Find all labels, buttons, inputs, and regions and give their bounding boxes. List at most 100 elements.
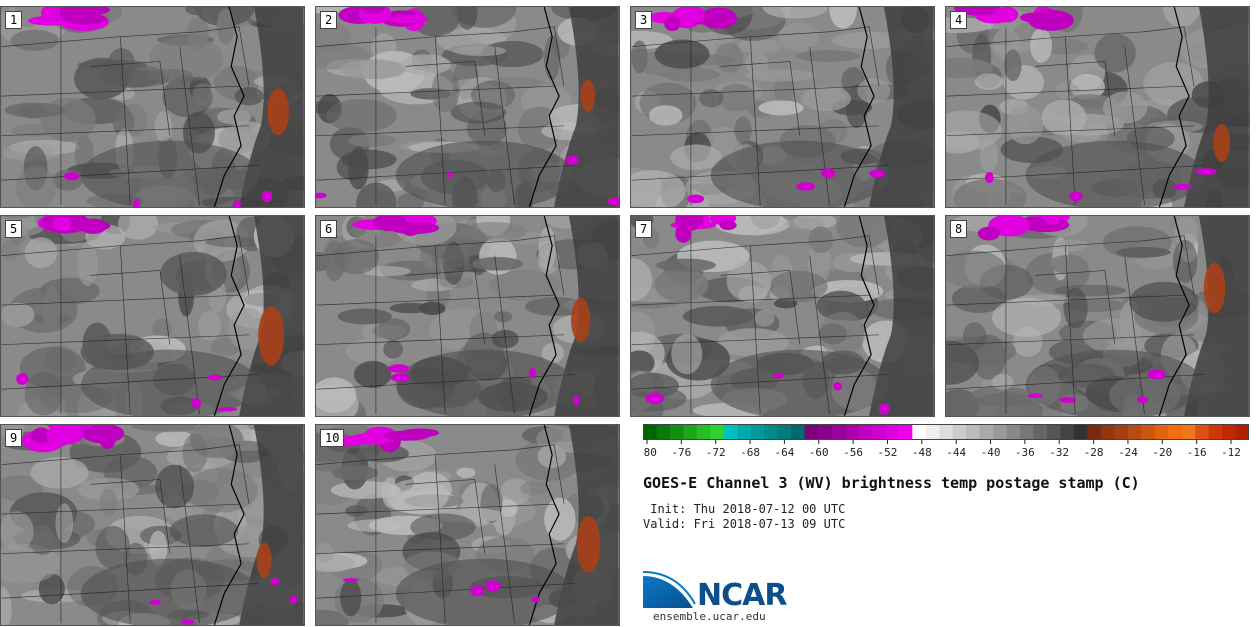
colorbar-segment — [737, 424, 752, 440]
colorbar-segment — [1047, 424, 1061, 440]
colorbar-segment — [777, 424, 792, 440]
colorbar-segment — [710, 424, 725, 440]
colorbar-segment — [858, 424, 873, 440]
satellite-map — [316, 216, 619, 416]
colorbar-segment — [979, 424, 994, 440]
colorbar-tick-label: -28 — [1084, 446, 1104, 459]
colorbar-segment — [885, 424, 900, 440]
colorbar-tick-label: -12 — [1221, 446, 1241, 459]
postage-stamp-panel: 4 — [945, 6, 1250, 208]
colorbar-segment — [764, 424, 779, 440]
colorbar-segment — [898, 424, 913, 440]
colorbar: -80 -76 -72 -68 -64 -60 -56 -52 -48 -44 -40 -36 -32 -… — [643, 424, 1249, 459]
init-time: Init: Thu 2018-07-12 00 UTC — [643, 502, 846, 516]
colorbar-tick-label: -36 — [1015, 446, 1035, 459]
colorbar-segment — [1222, 424, 1237, 440]
colorbar-segment — [669, 424, 684, 440]
colorbar-segment — [1100, 424, 1115, 440]
colorbar-tick-label: -60 — [809, 446, 829, 459]
colorbar-segment — [1181, 424, 1196, 440]
satellite-map — [316, 7, 619, 207]
colorbar-segment — [1208, 424, 1223, 440]
colorbar-segment — [656, 424, 671, 440]
colorbar-tick-label: -80 — [643, 446, 657, 459]
panel-number: 1 — [5, 11, 23, 29]
logo-name: NCAR — [697, 578, 787, 613]
colorbar-segment — [1073, 424, 1088, 440]
colorbar-segment — [1195, 424, 1210, 440]
colorbar-segment — [804, 424, 819, 440]
postage-stamp-panel: 7 — [630, 215, 935, 417]
satellite-map — [946, 7, 1249, 207]
colorbar-segment — [683, 424, 698, 440]
colorbar-segment — [952, 424, 967, 440]
ncar-logo-icon — [643, 571, 696, 608]
satellite-map — [946, 216, 1249, 416]
panel-number: 8 — [950, 220, 968, 238]
colorbar-tick-label: -64 — [774, 446, 794, 459]
colorbar-segment — [831, 424, 846, 440]
satellite-map — [1, 7, 304, 207]
satellite-map — [631, 7, 934, 207]
colorbar-segment — [750, 424, 765, 440]
colorbar-segment — [1154, 424, 1169, 440]
postage-stamp-panel: 9 — [0, 424, 305, 626]
colorbar-segment — [1020, 424, 1035, 440]
postage-stamp-panel: 10 — [315, 424, 620, 626]
panel-number: 2 — [320, 11, 338, 29]
colorbar-segment — [1168, 424, 1183, 440]
colorbar-segment — [1235, 424, 1249, 440]
postage-stamp-panel: 6 — [315, 215, 620, 417]
colorbar-segment — [1033, 424, 1048, 440]
colorbar-tick-label: -72 — [706, 446, 726, 459]
panel-number: 9 — [5, 429, 23, 447]
colorbar-tick-label: -52 — [878, 446, 898, 459]
satellite-map — [1, 216, 304, 416]
postage-stamp-panel: 2 — [315, 6, 620, 208]
colorbar-segment — [939, 424, 954, 440]
colorbar-segment — [966, 424, 981, 440]
colorbar-segment — [1114, 424, 1129, 440]
colorbar-tick-label: -24 — [1118, 446, 1138, 459]
postage-stamp-panel: 8 — [945, 215, 1250, 417]
satellite-map — [1, 425, 304, 625]
panel-number: 10 — [320, 429, 345, 447]
colorbar-tick-label: -40 — [981, 446, 1001, 459]
satellite-map — [316, 425, 619, 625]
colorbar-tick-label: -68 — [740, 446, 760, 459]
logo-url: ensemble.ucar.edu — [653, 610, 766, 623]
panel-number: 4 — [950, 11, 968, 29]
panel-number: 7 — [635, 220, 653, 238]
postage-stamp-panel: 5 — [0, 215, 305, 417]
panel-number: 3 — [635, 11, 653, 29]
panel-number: 5 — [5, 220, 23, 238]
colorbar-segment — [1087, 424, 1102, 440]
colorbar-tick-label: -44 — [946, 446, 966, 459]
colorbar-segment — [912, 424, 927, 440]
colorbar-segment — [845, 424, 859, 440]
colorbar-segment — [791, 424, 806, 440]
colorbar-tick-label: -76 — [671, 446, 691, 459]
colorbar-segment — [1141, 424, 1156, 440]
postage-stamp-panel: 3 — [630, 6, 935, 208]
colorbar-tick-label: -16 — [1187, 446, 1207, 459]
colorbar-segment — [925, 424, 940, 440]
colorbar-segment — [1060, 424, 1075, 440]
colorbar-segment — [818, 424, 833, 440]
colorbar-segment — [1006, 424, 1021, 440]
colorbar-tick-label: -48 — [912, 446, 932, 459]
colorbar-tick-label: -20 — [1152, 446, 1172, 459]
colorbar-segment — [993, 424, 1008, 440]
colorbar-segment — [696, 424, 711, 440]
chart-title: GOES-E Channel 3 (WV) brightness temp po… — [643, 474, 1140, 492]
valid-time: Valid: Fri 2018-07-13 09 UTC — [643, 517, 846, 531]
colorbar-segment — [871, 424, 886, 440]
colorbar-segment — [643, 424, 657, 440]
colorbar-segment — [1127, 424, 1142, 440]
colorbar-tick-label: -56 — [843, 446, 863, 459]
colorbar-segment — [723, 424, 738, 440]
satellite-map — [631, 216, 934, 416]
colorbar-tick-label: -32 — [1049, 446, 1069, 459]
panel-number: 6 — [320, 220, 338, 238]
postage-stamp-panel: 1 — [0, 6, 305, 208]
